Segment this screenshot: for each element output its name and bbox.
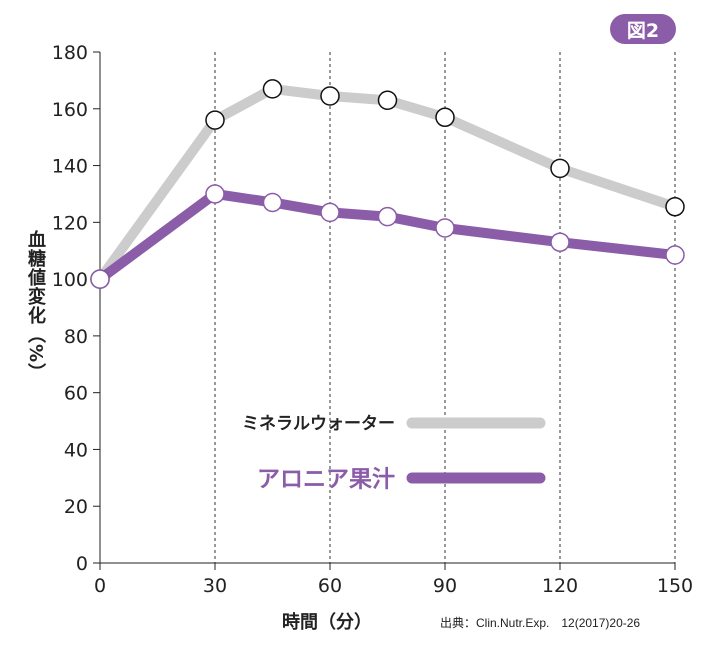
series-1-point-150	[665, 245, 685, 265]
x-tick-label-30: 30	[203, 575, 227, 597]
x-axis-label: 時間（分）	[282, 612, 372, 633]
y-tick-label-100: 100	[52, 269, 88, 291]
y-tick-label-60: 60	[64, 383, 88, 405]
series-1-point-0	[90, 269, 110, 289]
series-1-point-75	[377, 206, 398, 227]
y-axis-label: 血糖値変化（%）	[25, 230, 46, 383]
series-0-point-150	[665, 196, 685, 217]
y-tick-label-140: 140	[52, 156, 88, 178]
legend-label-0: ミネラルウォーター	[242, 414, 395, 434]
x-tick-label-90: 90	[433, 575, 457, 597]
y-tick-label-160: 160	[52, 99, 88, 121]
series-line-1	[95, 188, 680, 285]
series-points	[90, 79, 685, 289]
series-1-point-30	[205, 184, 225, 204]
figure-badge: 図2	[610, 14, 676, 44]
source-citation: 出典：Clin.Nutr.Exp. 12(2017)20-26	[440, 616, 641, 630]
series-0-point-60	[320, 86, 340, 106]
tick-labels: 0 20 40 60 80 100 120 140 160 180 0 30 60 90 120 150	[52, 42, 693, 597]
y-tick-label-40: 40	[64, 439, 88, 461]
series-1-point-45	[262, 192, 283, 213]
grid	[214, 52, 676, 563]
series-0-point-90	[435, 107, 455, 128]
x-tick-label-120: 120	[542, 575, 578, 597]
series-0-point-30	[205, 110, 225, 130]
y-tick-label-80: 80	[64, 326, 88, 348]
series-lines	[95, 83, 680, 285]
y-tick-label-180: 180	[52, 42, 88, 64]
series-line-0	[95, 83, 680, 285]
x-tick-label-150: 150	[657, 575, 693, 597]
series-0-point-45	[262, 79, 283, 99]
y-tick-label-120: 120	[52, 212, 88, 234]
series-1-point-60	[320, 202, 340, 223]
series-1-point-90	[435, 218, 455, 238]
series-1-point-120	[550, 232, 570, 252]
legend-label-1: アロニア果汁	[257, 466, 395, 492]
axes	[93, 51, 676, 570]
x-tick-label-60: 60	[318, 575, 342, 597]
y-tick-label-20: 20	[64, 496, 88, 518]
x-tick-label-0: 0	[94, 575, 106, 597]
series-0-point-75	[377, 90, 398, 111]
y-tick-label-0: 0	[76, 553, 88, 575]
series-0-point-120	[550, 158, 570, 179]
